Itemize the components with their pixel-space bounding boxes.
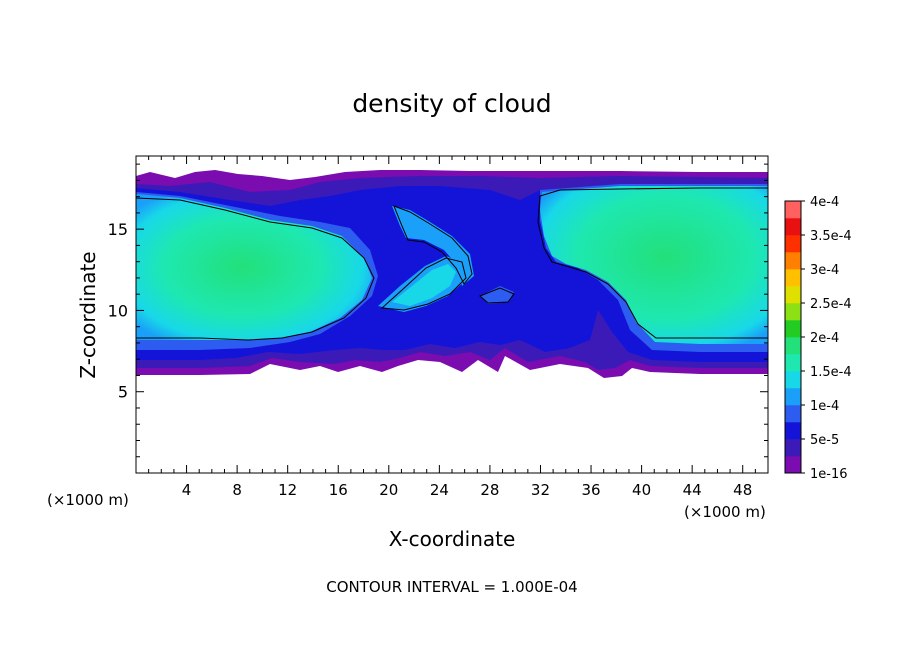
x-unit-right: (×1000 m) (684, 503, 766, 521)
contour-right (537, 187, 768, 339)
density-field (136, 170, 768, 378)
central-tongue-inner (392, 264, 456, 306)
colorbar-label: 2e-4 (810, 331, 839, 346)
y-axis-label: Z-coordinate (76, 251, 100, 378)
colorbar-band (785, 388, 801, 406)
contour-left (136, 197, 375, 341)
colorbar-band (785, 439, 801, 457)
contour-small-blob (479, 287, 515, 304)
y-tick-label: 15 (108, 220, 128, 239)
colorbar-label: 5e-5 (810, 433, 839, 448)
x-tick-label: 4 (182, 481, 192, 499)
x-tick-label: 36 (581, 481, 600, 499)
colorbar-label: 3.5e-4 (810, 229, 852, 244)
colorbar-band (785, 456, 801, 474)
colorbar-band (785, 303, 801, 321)
x-tick-label: 12 (278, 481, 297, 499)
colorbar-band (785, 337, 801, 355)
x-axis-label: X-coordinate (389, 527, 516, 551)
contour-interval-note: CONTOUR INTERVAL = 1.000E-04 (326, 578, 577, 596)
colorbar-band (785, 252, 801, 270)
right-cloud-core (540, 186, 768, 344)
x-tick-label: 44 (683, 481, 702, 499)
y-tick-label: 10 (108, 301, 128, 320)
colorbar-labels: 4e-4 3.5e-4 3e-4 2.5e-4 2e-4 1.5e-4 1e-4 5e-5 1e… (801, 195, 852, 482)
colorbar-label: 1e-4 (810, 399, 839, 414)
colorbar-band (785, 354, 801, 372)
x-tick-label: 16 (329, 481, 348, 499)
chart-title: density of cloud (352, 89, 551, 118)
colorbar-band (785, 235, 801, 253)
colorbar-band (785, 405, 801, 423)
colorbar-band (785, 269, 801, 287)
y-axis: 5 10 15 (108, 163, 768, 458)
x-tick-label: 24 (430, 481, 449, 499)
colorbar-band (785, 201, 801, 219)
colorbar-label: 2.5e-4 (810, 297, 852, 312)
colorbar-band (785, 320, 801, 338)
contour-upper-arm (393, 205, 473, 285)
x-tick-label: 32 (531, 481, 550, 499)
x-tick-label: 8 (232, 481, 242, 499)
colorbar-band (785, 371, 801, 389)
colorbar-band (785, 286, 801, 304)
colorbar-label: 1.5e-4 (810, 365, 852, 380)
x-axis: 4 8 12 16 20 24 28 32 36 40 44 48 (148, 156, 756, 499)
x-tick-label: 48 (733, 481, 752, 499)
left-cloud-core (136, 194, 372, 340)
upper-arm (392, 206, 474, 286)
colorbar-label: 3e-4 (810, 263, 839, 278)
y-tick-label: 5 (118, 383, 128, 402)
colorbar-band (785, 422, 801, 440)
x-unit-left: (×1000 m) (47, 491, 129, 509)
colorbar-label: 1e-16 (810, 467, 848, 482)
x-tick-label: 40 (632, 481, 651, 499)
x-tick-label: 20 (379, 481, 398, 499)
contour-tongue (380, 257, 467, 311)
colorbar (784, 200, 802, 474)
colorbar-label: 4e-4 (810, 195, 839, 210)
x-tick-label: 28 (480, 481, 499, 499)
colorbar-band (785, 218, 801, 236)
